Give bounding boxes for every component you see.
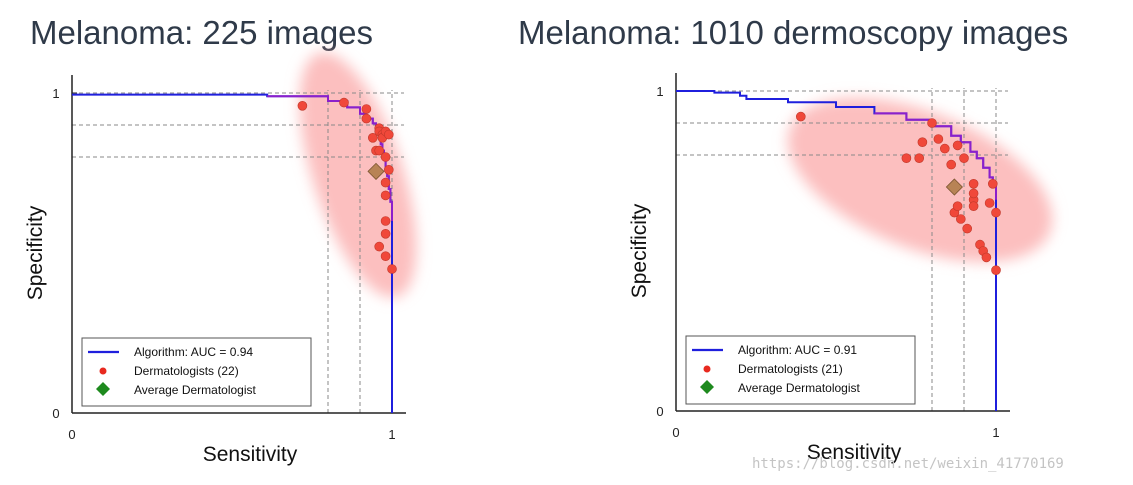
dermatologist-point <box>297 100 308 111</box>
dermatologist-point <box>387 264 397 274</box>
dermatologist-point <box>796 111 806 122</box>
dermatologist-point <box>380 190 391 201</box>
dermatologist-point <box>933 134 944 144</box>
dermatologist-point <box>968 188 979 199</box>
dermatologist-point <box>962 223 973 234</box>
dermatologist-point <box>380 229 391 239</box>
dermatologist-point <box>927 118 937 128</box>
dermatologist-point <box>987 179 998 189</box>
roc-chart-right: 0 1 0 1 Sensitivity Specificity Algorithm: AUC… <box>628 73 1053 464</box>
x-tick-label: 1 <box>388 427 395 442</box>
dermatologist-point <box>339 97 349 108</box>
y-axis-label: Specificity <box>24 205 47 300</box>
dermatologist-point <box>952 201 963 211</box>
roc-chart-left: 0 1 0 1 Sensitivity Specificity Algorithm: AUC… <box>24 52 417 466</box>
dermatologist-point <box>380 152 391 162</box>
dermatologist-point <box>981 252 992 263</box>
dermatologist-point <box>383 165 394 175</box>
dermatologist-region-ellipse <box>299 52 417 298</box>
chart-title-left: Melanoma: 225 images <box>30 14 374 51</box>
dermatologist-point <box>968 179 979 189</box>
dermatologist-point <box>361 113 372 124</box>
dermatologist-region-ellipse <box>787 97 1053 263</box>
dermatologist-point <box>917 137 928 147</box>
dermatologist-point <box>380 177 391 188</box>
legend-diamond-swatch <box>700 380 714 394</box>
dermatologist-point <box>374 241 385 252</box>
legend-box <box>81 337 312 407</box>
dermatologist-point <box>959 153 969 163</box>
x-tick-label: 1 <box>992 425 999 440</box>
y-tick-label: 0 <box>52 406 59 421</box>
x-tick-label: 0 <box>68 427 75 442</box>
average-dermatologist-marker <box>367 162 385 180</box>
watermark-url: https://blog.csdn.net/weixin_41770169 <box>752 456 1064 472</box>
average-dermatologist-marker <box>945 178 963 196</box>
dermatologist-point <box>968 201 979 211</box>
legend-entry-label: Dermatologists (22) <box>134 364 239 378</box>
legend-entry-label: Algorithm: AUC = 0.94 <box>134 345 253 359</box>
legend-diamond-swatch <box>96 382 110 396</box>
legend-dot-swatch <box>99 367 107 375</box>
y-tick-label: 0 <box>656 404 663 419</box>
dermatologist-point <box>901 153 912 163</box>
legend-entry-label: Average Dermatologist <box>134 383 257 397</box>
legend-entry-label: Algorithm: AUC = 0.91 <box>738 343 857 357</box>
dermatologist-point <box>952 140 963 151</box>
legend-dot-swatch <box>703 365 711 373</box>
x-axis-label: Sensitivity <box>203 443 298 466</box>
dermatologist-point <box>383 129 394 140</box>
dermatologist-point <box>991 265 1001 275</box>
dermatologist-point <box>380 251 391 261</box>
legend-entry-label: Dermatologists (21) <box>738 362 843 376</box>
dermatologist-point <box>380 216 391 226</box>
dermatologist-point <box>361 104 372 114</box>
y-tick-label: 1 <box>656 84 663 99</box>
dermatologist-point <box>991 207 1001 218</box>
dermatologist-point <box>955 214 966 224</box>
legend-box <box>685 335 916 405</box>
y-tick-label: 1 <box>52 86 59 101</box>
dermatologist-point <box>374 145 385 156</box>
chart-title-right: Melanoma: 1010 dermoscopy images <box>518 14 1069 51</box>
legend-entry-label: Average Dermatologist <box>738 381 861 395</box>
x-tick-label: 0 <box>672 425 679 440</box>
y-axis-label: Specificity <box>628 203 651 298</box>
dermatologist-point <box>984 198 995 208</box>
dermatologist-point <box>914 153 925 163</box>
dermatologist-point <box>367 133 378 143</box>
dermatologist-point <box>946 159 957 170</box>
dermatologist-point <box>939 143 950 154</box>
x-axis-label: Sensitivity <box>807 441 902 464</box>
